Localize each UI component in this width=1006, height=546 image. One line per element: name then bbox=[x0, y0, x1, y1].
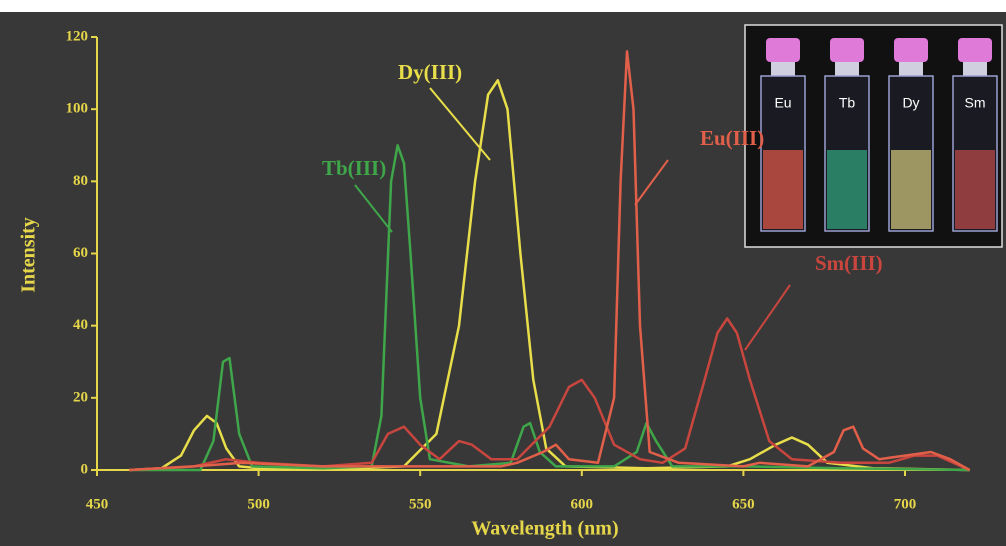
vial-label: Sm bbox=[965, 95, 986, 111]
vial-neck bbox=[835, 62, 859, 76]
series-label: Eu(III) bbox=[700, 126, 764, 150]
vial-neck bbox=[771, 62, 795, 76]
vial-neck bbox=[899, 62, 923, 76]
series-label: Tb(III) bbox=[322, 156, 386, 180]
vial-cap bbox=[894, 38, 928, 62]
vial-liquid bbox=[891, 150, 931, 229]
spectrum-line bbox=[129, 317, 971, 472]
x-tick-label: 700 bbox=[894, 496, 917, 512]
x-tick-label: 650 bbox=[732, 496, 755, 512]
label-pointer bbox=[429, 87, 491, 161]
y-tick-label: 20 bbox=[73, 389, 88, 405]
x-tick-label: 550 bbox=[409, 496, 432, 512]
x-axis-label: Wavelength (nm) bbox=[471, 518, 618, 540]
x-tick-label: 600 bbox=[571, 496, 594, 512]
vial-cap bbox=[830, 38, 864, 62]
vial-label: Dy bbox=[902, 95, 919, 111]
y-tick-label: 60 bbox=[73, 245, 88, 261]
x-tick-label: 450 bbox=[86, 496, 109, 512]
inset-photo: Eu Tb Dy Sm bbox=[744, 24, 1003, 248]
vial-label: Eu bbox=[774, 95, 791, 111]
y-tick-label: 40 bbox=[73, 317, 88, 333]
vial-neck bbox=[963, 62, 987, 76]
label-pointer bbox=[744, 284, 791, 351]
spectrum-line bbox=[129, 50, 971, 472]
label-pointer bbox=[354, 184, 393, 233]
vial-cap bbox=[958, 38, 992, 62]
vial-liquid bbox=[827, 150, 867, 229]
series-label: Sm(III) bbox=[815, 251, 883, 275]
y-tick-label: 80 bbox=[73, 173, 88, 189]
x-tick-label: 500 bbox=[247, 496, 270, 512]
series-label: Dy(III) bbox=[398, 60, 462, 84]
vial-liquid bbox=[763, 150, 803, 229]
label-pointer bbox=[634, 159, 669, 206]
y-tick-label: 0 bbox=[81, 461, 89, 477]
y-tick-label: 100 bbox=[66, 101, 89, 117]
vial-label: Tb bbox=[839, 95, 856, 111]
vial-cap bbox=[766, 38, 800, 62]
y-tick-label: 120 bbox=[66, 28, 89, 44]
y-axis-label: Intensity bbox=[18, 217, 40, 293]
vial-liquid bbox=[955, 150, 995, 229]
